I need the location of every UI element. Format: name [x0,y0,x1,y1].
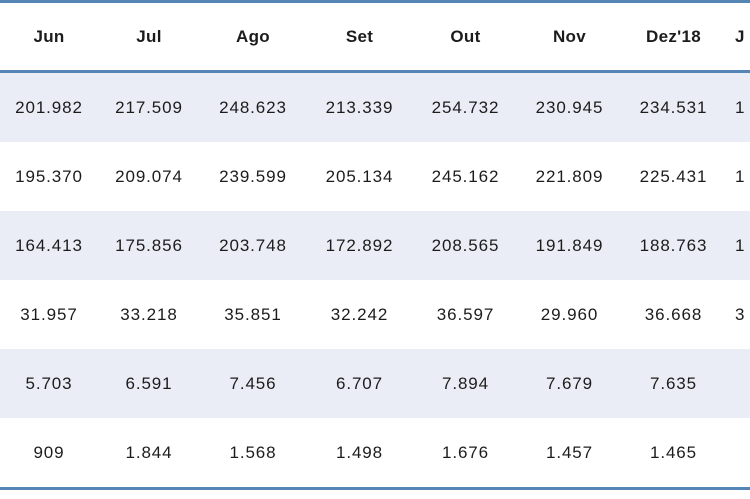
table-cell: 1.498 [335,442,384,462]
table-cell: 188.763 [639,235,708,255]
header-row: Jun Jul Ago Set Out Nov Dez'18 J [0,1,750,73]
table-cell: 234.531 [639,97,708,117]
column-header: Jul [98,1,200,73]
table-cell-clipped: 1 [735,166,746,186]
table-cell: 245.162 [431,166,500,186]
table-cell: 217.509 [115,97,183,117]
table-cell: 205.134 [325,166,394,186]
table-cell: 1.465 [649,442,698,462]
table-cell: 36.597 [436,304,495,324]
column-header: Out [413,1,518,73]
table-cell: 36.668 [644,304,703,324]
table-cell: 6.707 [335,373,384,393]
table-row: 909 1.844 1.568 1.498 1.676 1.457 1.465 [0,418,750,489]
table-body: 201.982 217.509 248.623 213.339 254.732 230.9… [0,71,750,489]
table-row: 164.413 175.856 203.748 172.892 208.565 191.8… [0,211,750,280]
table-cell: 209.074 [115,166,183,186]
table-row: 201.982 217.509 248.623 213.339 254.732 230.9… [0,71,750,142]
table-cell-clipped [726,418,750,489]
table-cell: 1.676 [441,442,490,462]
table-cell: 7.894 [441,373,490,393]
table-cell: 7.635 [649,373,698,393]
table-cell-clipped: 3 [735,304,746,324]
table-cell: 6.591 [125,373,173,393]
table-cell: 1.568 [229,442,277,462]
table-cell: 7.456 [229,373,277,393]
table-cell: 7.679 [545,373,594,393]
table-cell: 201.982 [15,97,83,117]
table-cell: 248.623 [219,97,287,117]
table-cell: 29.960 [540,304,599,324]
table-cell: 225.431 [639,166,708,186]
table-cell-clipped [726,349,750,418]
table-cell: 221.809 [535,166,604,186]
column-header: Ago [200,1,306,73]
table-row: 195.370 209.074 239.599 205.134 245.162 221.8… [0,142,750,211]
table-cell: 164.413 [15,235,83,255]
table-cell-clipped: 1 [735,97,746,117]
column-header: Dez'18 [621,1,726,73]
table-cell: 175.856 [115,235,183,255]
table-cell: 32.242 [330,304,389,324]
table-cell: 1.844 [125,442,173,462]
table-cell: 203.748 [219,235,287,255]
column-header: Jun [0,1,98,73]
table-cell: 35.851 [224,304,282,324]
table-cell: 208.565 [431,235,500,255]
table-cell: 230.945 [535,97,604,117]
table-row: 5.703 6.591 7.456 6.707 7.894 7.679 7.635 [0,349,750,418]
table-cell: 909 [33,442,65,462]
table-cell: 195.370 [15,166,83,186]
table-cell: 31.957 [20,304,78,324]
column-header: Nov [518,1,621,73]
table-row: 31.957 33.218 35.851 32.242 36.597 29.960 36.6… [0,280,750,349]
table-cell-clipped: 1 [735,235,746,255]
table-cell: 33.218 [120,304,178,324]
table-cell: 239.599 [219,166,287,186]
column-header: Set [306,1,413,73]
table-cell: 213.339 [325,97,394,117]
table-cell: 5.703 [25,373,73,393]
table-cell: 172.892 [325,235,394,255]
table-cell: 254.732 [431,97,500,117]
table-cell: 1.457 [545,442,594,462]
table-cell: 191.849 [535,235,604,255]
column-header-clipped: J [726,1,750,73]
